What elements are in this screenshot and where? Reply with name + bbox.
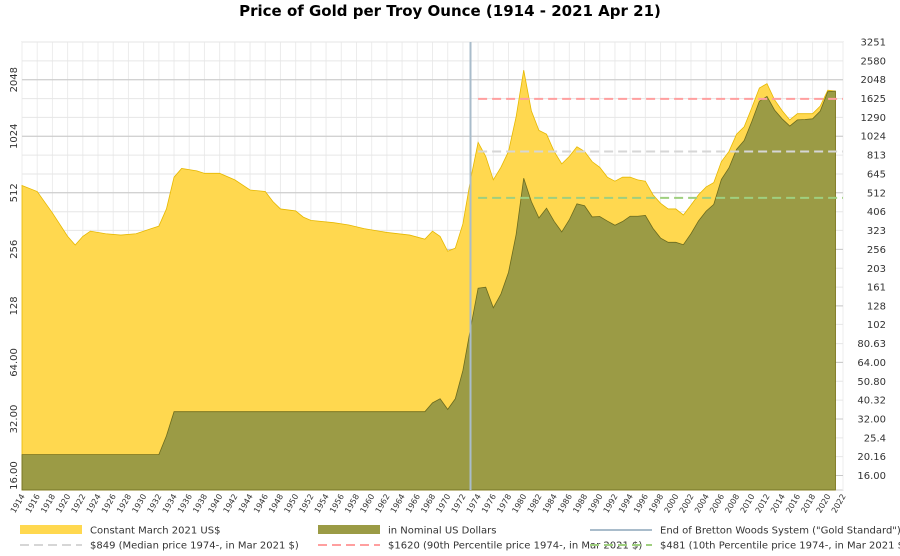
y2-tick-label: 1290 [861,113,886,124]
y2-tick-label: 40.32 [857,396,886,407]
y-tick-label: 512 [9,183,20,202]
y2-tick-label: 16.00 [857,471,886,482]
y2-tick-label: 813 [867,151,886,162]
legend-label: Constant March 2021 US$ [90,526,220,537]
y2-tick-label: 20.16 [857,452,886,463]
y-tick-label: 32.00 [9,405,20,434]
y2-tick-label: 2048 [861,75,886,86]
y2-tick-label: 50.80 [857,377,886,388]
y2-tick-label: 102 [867,320,886,331]
legend-label: $1620 (90th Percentile price 1974-, in M… [388,541,642,552]
y-tick-label: 128 [9,296,20,315]
y-tick-label: 16.00 [9,461,20,490]
y2-tick-label: 3251 [861,38,886,49]
legend-label: in Nominal US Dollars [388,526,497,537]
chart-title: Price of Gold per Troy Ounce (1914 - 202… [239,2,661,20]
y2-tick-label: 323 [867,226,886,237]
y2-tick-label: 203 [867,264,886,275]
y2-tick-label: 128 [867,301,886,312]
legend-label: End of Bretton Woods System ("Gold Stand… [660,526,900,537]
y-tick-label: 256 [9,240,20,259]
area [21,90,836,491]
y2-tick-label: 1625 [861,94,886,105]
y2-tick-label: 256 [867,245,886,256]
y2-tick-label: 80.63 [857,339,886,350]
y2-tick-label: 2580 [861,56,886,67]
y2-tick-label: 512 [867,188,886,199]
y2-tick-label: 25.4 [864,433,886,444]
y-tick-label: 2048 [9,67,20,92]
y2-tick-label: 406 [867,207,886,218]
legend-label: $849 (Median price 1974-, in Mar 2021 $) [90,541,299,552]
legend-label: $481 (10th Percentile price 1974-, in Ma… [660,541,900,552]
y2-tick-label: 161 [867,283,886,294]
legend-swatch [20,525,82,534]
y-tick-label: 1024 [9,124,20,149]
y2-tick-label: 1024 [861,132,886,143]
y2-tick-label: 32.00 [857,414,886,425]
y2-tick-label: 64.00 [857,358,886,369]
y2-tick-label: 645 [867,169,886,180]
legend-swatch [318,525,380,534]
y-tick-label: 64.00 [9,348,20,377]
